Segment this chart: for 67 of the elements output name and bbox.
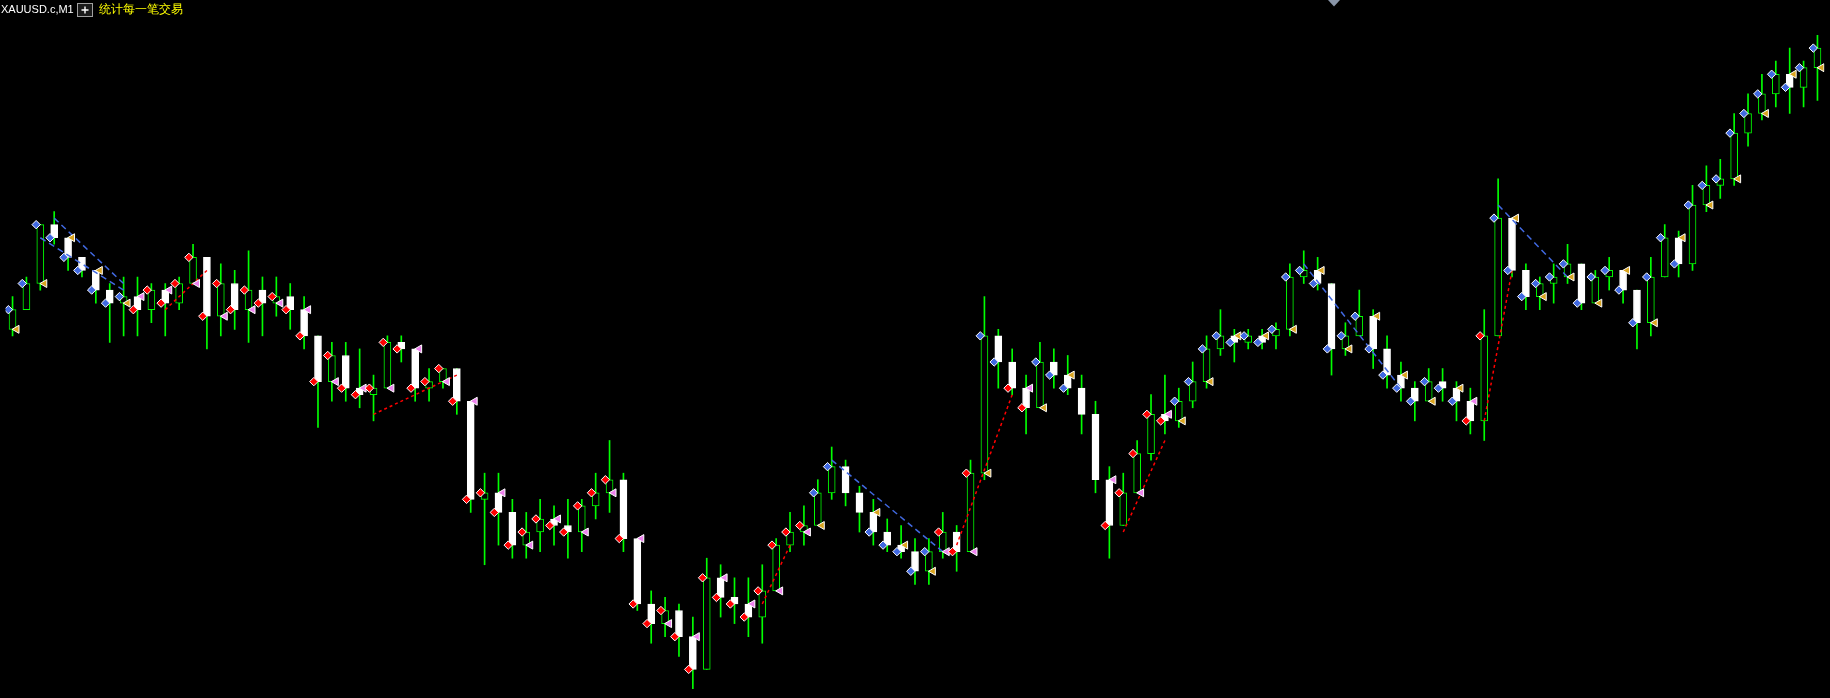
point bbox=[386, 383, 395, 393]
point bbox=[1344, 344, 1353, 354]
point bbox=[11, 324, 20, 334]
point bbox=[94, 265, 103, 275]
point bbox=[39, 279, 48, 288]
point bbox=[900, 540, 909, 550]
point bbox=[1177, 416, 1186, 426]
point bbox=[164, 285, 173, 295]
point bbox=[1733, 174, 1742, 184]
point bbox=[1649, 318, 1658, 328]
point bbox=[1760, 109, 1769, 118]
point bbox=[275, 298, 284, 308]
point bbox=[1788, 69, 1797, 79]
point bbox=[67, 233, 76, 243]
chart-subtitle: 统计每一笔交易 bbox=[98, 2, 183, 17]
point bbox=[442, 377, 450, 387]
point bbox=[1427, 396, 1436, 406]
point bbox=[1622, 265, 1631, 275]
point bbox=[1136, 488, 1145, 498]
point bbox=[1288, 324, 1297, 334]
point bbox=[719, 573, 728, 583]
point bbox=[608, 488, 617, 498]
point bbox=[414, 344, 423, 354]
point bbox=[497, 488, 506, 498]
point bbox=[1455, 383, 1464, 393]
chart-title: XAUUSD.c,M1 bbox=[1, 2, 74, 17]
point bbox=[247, 305, 256, 315]
point bbox=[1039, 403, 1047, 413]
point bbox=[358, 383, 367, 393]
point bbox=[691, 632, 700, 642]
point bbox=[1372, 311, 1381, 321]
point bbox=[872, 507, 881, 517]
point bbox=[1025, 383, 1034, 393]
point bbox=[303, 305, 312, 315]
point bbox=[469, 396, 478, 406]
point bbox=[1816, 63, 1825, 73]
point bbox=[136, 292, 145, 302]
point bbox=[1205, 377, 1214, 387]
point bbox=[1469, 396, 1478, 406]
point bbox=[802, 527, 811, 537]
point bbox=[1316, 265, 1325, 275]
point bbox=[1594, 298, 1603, 308]
point bbox=[330, 377, 339, 387]
point bbox=[122, 298, 131, 308]
point bbox=[553, 514, 561, 524]
point bbox=[816, 521, 825, 530]
point bbox=[1400, 370, 1408, 380]
point bbox=[1261, 331, 1270, 341]
point bbox=[1511, 213, 1519, 223]
point bbox=[927, 566, 936, 576]
point bbox=[219, 311, 228, 321]
point bbox=[1163, 409, 1172, 419]
point bbox=[1538, 292, 1547, 302]
point bbox=[636, 534, 645, 544]
point bbox=[664, 619, 673, 629]
point bbox=[775, 586, 784, 596]
point bbox=[983, 468, 992, 478]
point bbox=[192, 279, 200, 288]
point bbox=[525, 540, 534, 550]
point bbox=[1066, 370, 1075, 380]
point bbox=[969, 547, 978, 557]
point bbox=[1566, 272, 1575, 282]
point bbox=[1108, 475, 1117, 485]
point bbox=[580, 527, 589, 537]
point bbox=[1705, 200, 1714, 210]
point bbox=[747, 599, 756, 609]
point bbox=[1677, 233, 1686, 243]
